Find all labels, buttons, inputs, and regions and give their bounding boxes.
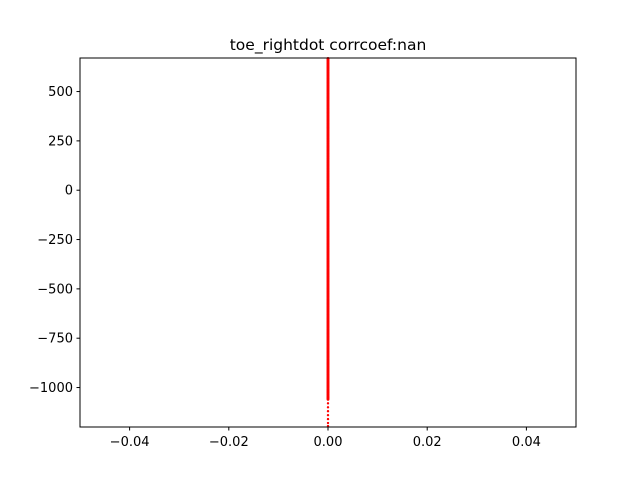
- x-tick-label: 0.04: [512, 435, 541, 450]
- y-tick-label: −250: [37, 233, 73, 248]
- scatter-point: [326, 417, 330, 421]
- x-tick-label: −0.02: [209, 435, 249, 450]
- x-tick-label: −0.04: [110, 435, 150, 450]
- y-axis: 500 250 0 −250 −500 −750 −1000: [29, 85, 80, 396]
- y-tick-label: 0: [65, 184, 73, 199]
- scatter-point: [326, 421, 330, 425]
- scatter-point: [326, 413, 330, 417]
- y-tick-label: −750: [37, 332, 73, 347]
- x-axis: −0.04 −0.02 0.00 0.02 0.04: [110, 427, 541, 450]
- chart-title: toe_rightdot corrcoef:nan: [230, 36, 427, 55]
- y-tick-label: 500: [48, 85, 73, 100]
- y-tick-label: −500: [37, 282, 73, 297]
- x-tick-label: 0.02: [413, 435, 442, 450]
- scatter-point: [326, 402, 330, 405]
- y-tick-label: 250: [48, 134, 73, 149]
- scatter-point: [326, 406, 330, 409]
- y-tick-label: −1000: [29, 381, 73, 396]
- scatter-marks: [326, 56, 330, 428]
- scatter-point: [326, 410, 330, 413]
- x-tick-label: 0.00: [314, 435, 343, 450]
- plot-area-frame: [79, 57, 577, 428]
